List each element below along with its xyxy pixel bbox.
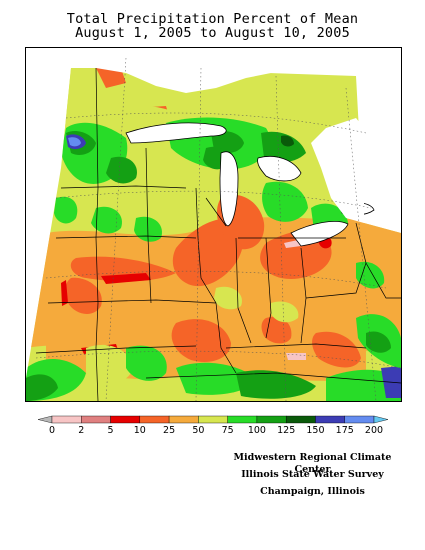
great-lakes	[125, 122, 375, 247]
legend-swatch	[51, 415, 82, 424]
legend-swatch	[315, 415, 345, 424]
credit-center: Midwestern Regional Climate Center	[233, 452, 392, 475]
legend-swatch	[256, 415, 287, 424]
legend-swatch	[198, 415, 228, 424]
credit-survey: Illinois State Water Survey	[241, 469, 384, 480]
legend-swatch	[110, 415, 141, 424]
legend-tick-label: 10	[133, 425, 146, 436]
legend-tick-label: 200	[364, 425, 384, 436]
legend-swatch	[344, 415, 375, 424]
legend-swatch	[227, 415, 258, 424]
map-title: Total Precipitation Percent of Mean	[66, 11, 359, 27]
legend-tick-label: 75	[221, 425, 234, 436]
legend-swatch	[168, 415, 199, 424]
legend-swatch	[373, 415, 388, 424]
legend-tick-label: 5	[107, 425, 114, 436]
legend-color-bar	[38, 415, 388, 424]
legend-tick-label: 125	[277, 425, 296, 436]
precipitation-map	[25, 47, 402, 402]
map-date-range: August 1, 2005 to August 10, 2005	[75, 25, 350, 41]
legend-swatch	[38, 415, 53, 424]
legend-tick-label: 150	[306, 425, 325, 436]
state-boundaries	[35, 67, 401, 401]
legend-tick-label: 25	[163, 425, 176, 436]
legend-swatch	[285, 415, 316, 424]
legend-tick-label: 50	[192, 425, 205, 436]
legend-swatch	[81, 415, 111, 424]
legend-tick-label: 2	[78, 425, 85, 436]
legend-tick-label: 0	[48, 425, 56, 436]
legend-swatch	[139, 415, 170, 424]
legend-tick-label: 100	[247, 425, 266, 436]
legend-tick-label: 175	[335, 425, 354, 436]
lat-lon-grid	[35, 57, 401, 401]
credit-location: Champaign, Illinois	[260, 486, 365, 497]
